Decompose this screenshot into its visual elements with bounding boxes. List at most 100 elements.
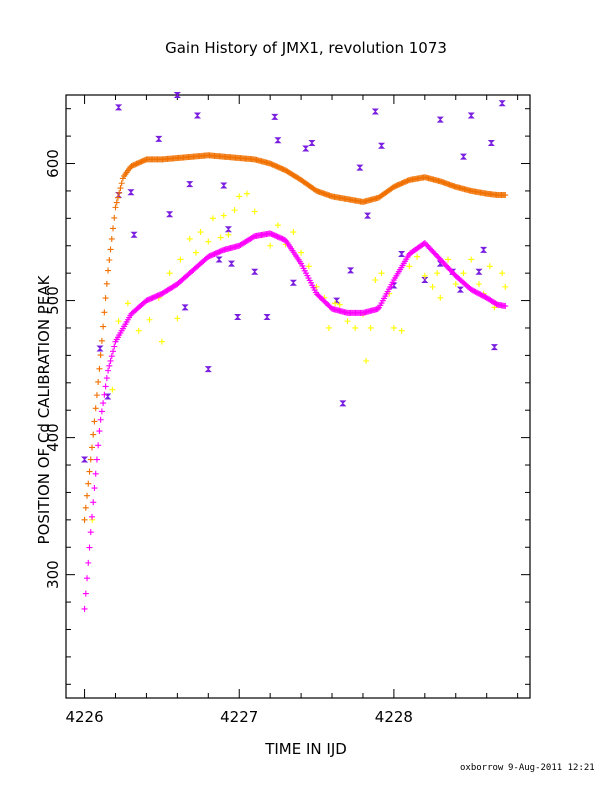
data-point [487, 139, 495, 146]
data-point [429, 283, 436, 290]
data-point [236, 193, 243, 200]
data-point [298, 249, 305, 256]
data-point [217, 234, 224, 241]
data-point [225, 231, 232, 238]
data-point [480, 246, 488, 253]
data-point [113, 199, 120, 206]
data-point [106, 362, 113, 369]
data-point [274, 137, 282, 144]
data-point [274, 222, 281, 229]
data-point [436, 116, 444, 123]
data-point [486, 263, 493, 270]
data-point [339, 400, 347, 407]
data-point [356, 164, 364, 171]
footer-author: oxborrow [460, 763, 504, 773]
data-point [87, 456, 94, 463]
x-tick-label: 4226 [65, 708, 103, 726]
data-point [290, 229, 297, 236]
data-point [107, 246, 114, 253]
data-point [90, 431, 97, 438]
data-point [421, 272, 428, 279]
data-point [96, 428, 103, 435]
data-point [205, 238, 212, 245]
data-point [467, 112, 475, 119]
plot-frame [65, 94, 531, 699]
y-tick-label: 600 [44, 149, 62, 178]
data-point [98, 408, 105, 415]
x-tick-label: 4228 [375, 708, 413, 726]
data-point [130, 231, 138, 238]
y-tick-label: 500 [44, 286, 62, 315]
data-point [502, 303, 509, 310]
axis-ticks: 4226 4227 4228 300 400 500 600 [44, 95, 530, 726]
data-point [115, 104, 123, 111]
data-point [90, 499, 97, 506]
data-point [110, 225, 117, 232]
data-point [88, 513, 95, 520]
data-point [452, 281, 459, 288]
data-point [490, 344, 498, 351]
data-point [332, 300, 339, 307]
data-point [97, 416, 104, 423]
data-point [111, 214, 118, 221]
data-point [193, 112, 202, 119]
data-point [372, 277, 379, 284]
data-point [117, 185, 124, 192]
x-axis-label: TIME IN IJD [264, 740, 347, 758]
chart-title: Gain History of JMX1, revolution 1073 [165, 39, 447, 57]
data-point [498, 100, 506, 107]
y-axis-label: POSITION OF Cd CALIBRATION PEAK [35, 274, 53, 544]
data-point [110, 348, 117, 355]
data-point [106, 257, 113, 264]
data-point [502, 192, 509, 199]
data-point [116, 189, 123, 196]
data-point [406, 263, 413, 270]
data-point [215, 256, 223, 263]
data-point [97, 352, 104, 359]
data-point [102, 295, 109, 302]
data-point [398, 250, 406, 257]
data-point [101, 391, 108, 398]
data-point [251, 208, 258, 215]
data-point [192, 249, 199, 256]
data-point [102, 383, 109, 390]
data-point [267, 242, 274, 249]
data-point [197, 229, 204, 236]
data-point [124, 300, 131, 307]
data-point [305, 263, 312, 270]
data-point [325, 324, 332, 331]
data-point [158, 338, 165, 345]
data-point [390, 324, 397, 331]
data-point [243, 190, 250, 197]
data-point [347, 267, 355, 274]
data-point [91, 418, 98, 425]
data-point [220, 212, 227, 219]
data-point [173, 92, 181, 98]
data-point [475, 268, 483, 275]
data-point [414, 253, 421, 260]
data-point [459, 153, 468, 160]
data-point [377, 142, 386, 149]
data-point [86, 468, 93, 475]
data-point [234, 314, 242, 321]
data-point [166, 211, 174, 218]
data-point [231, 207, 238, 214]
data-point [390, 282, 398, 289]
data-point [421, 277, 429, 284]
data-point [174, 315, 181, 322]
data-point [92, 470, 99, 477]
data-point [289, 279, 297, 286]
data-point [103, 280, 110, 287]
data-marks [80, 92, 509, 612]
data-point [186, 235, 193, 242]
data-point [398, 327, 405, 334]
data-point [104, 393, 112, 400]
data-point [475, 281, 482, 288]
data-point [101, 309, 108, 316]
data-point [302, 145, 310, 152]
data-point [371, 108, 379, 115]
data-point [282, 236, 289, 243]
data-point [177, 256, 184, 263]
data-point [84, 575, 91, 582]
data-point [82, 590, 89, 597]
